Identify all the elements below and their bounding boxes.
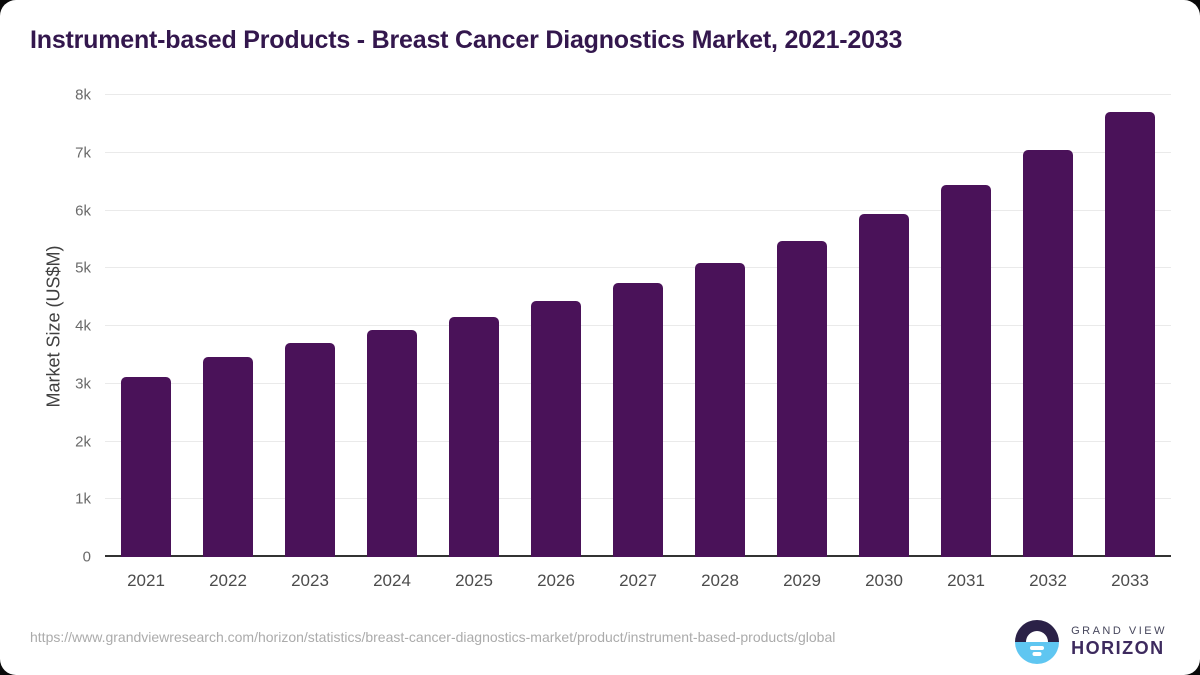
bar-slot: [1007, 95, 1089, 557]
y-tick-label: 7k: [75, 144, 91, 162]
y-tick-label: 0: [82, 548, 91, 566]
bar-2025: [449, 317, 499, 557]
bar-slot: [843, 95, 925, 557]
source-url: https://www.grandviewresearch.com/horizo…: [30, 629, 836, 645]
y-tick-label: 2k: [75, 433, 91, 450]
bar-2032: [1023, 150, 1073, 557]
bar-2027: [613, 282, 663, 557]
gridline: [105, 151, 1171, 153]
x-tick-label: 2027: [619, 571, 657, 590]
bar-slot: [433, 95, 515, 557]
bar-2033: [1105, 111, 1155, 557]
bar-2029: [777, 240, 827, 557]
x-tick-label: 2033: [1111, 571, 1149, 590]
bar-slot: [105, 95, 187, 557]
x-tick-label: 2025: [455, 571, 493, 590]
bar-slot: [925, 95, 1007, 557]
logo-stripe: [1032, 652, 1042, 656]
bar-2026: [531, 300, 581, 557]
bar-slot: [269, 95, 351, 557]
x-axis-labels: 2021 2022 2023 2024 2025 2026 2027 2028 2029 2030…: [105, 557, 1171, 591]
chart-title: Instrument-based Products - Breast Cance…: [30, 26, 903, 54]
y-tick-label: 5k: [75, 259, 91, 277]
y-tick-label: 1k: [75, 490, 91, 508]
x-tick-label: 2023: [291, 571, 329, 590]
horizon-sun-circle-icon: [1015, 620, 1060, 664]
x-tick-label: 2031: [947, 571, 985, 590]
x-tick-label: 2028: [701, 571, 739, 590]
plot-area: 0 1k 2k 3k 4k 5k 6k 7k 8k 2021 2022 2023 2024 2025 202…: [75, 87, 1171, 590]
bar-2030: [859, 213, 909, 557]
logo-text-grand-view: GRAND VIEW: [1071, 625, 1167, 638]
bar-slot: [597, 95, 679, 557]
bars-container: [105, 95, 1171, 557]
gridline: [105, 267, 1171, 269]
grand-view-horizon-logo: GRAND VIEW HORIZON: [1015, 620, 1167, 664]
y-tick-label: 6k: [75, 202, 91, 219]
bar-slot: [187, 95, 269, 557]
x-tick-label: 2021: [127, 571, 165, 590]
y-tick-label: 3k: [75, 375, 91, 393]
logo-stripe: [1030, 646, 1045, 650]
bar-2021: [121, 376, 171, 557]
logo-text-horizon: HORIZON: [1071, 637, 1165, 658]
sun-icon: [1026, 631, 1049, 642]
bar-slot: [1089, 95, 1171, 557]
bar-2028: [695, 263, 745, 557]
logo-text: GRAND VIEW HORIZON: [1071, 625, 1167, 658]
bar-2031: [941, 184, 991, 557]
y-tick-label: 8k: [75, 86, 91, 104]
x-tick-label: 2024: [373, 571, 411, 590]
x-tick-label: 2032: [1029, 571, 1067, 590]
bar-2024: [367, 330, 417, 557]
bar-2022: [203, 356, 253, 557]
x-tick-label: 2029: [783, 571, 821, 590]
bar-slot: [515, 95, 597, 557]
y-axis-title: Market Size (US$M): [43, 245, 64, 408]
x-tick-label: 2026: [537, 571, 575, 590]
gridline: [105, 94, 1171, 95]
bar-slot: [761, 95, 843, 557]
x-tick-label: 2030: [865, 571, 903, 590]
gridline: [105, 209, 1171, 211]
bar-slot: [351, 95, 433, 557]
bar-slot: [679, 95, 761, 557]
x-tick-label: 2022: [209, 571, 247, 590]
y-tick-label: 4k: [75, 317, 91, 335]
bar-2023: [285, 343, 335, 557]
